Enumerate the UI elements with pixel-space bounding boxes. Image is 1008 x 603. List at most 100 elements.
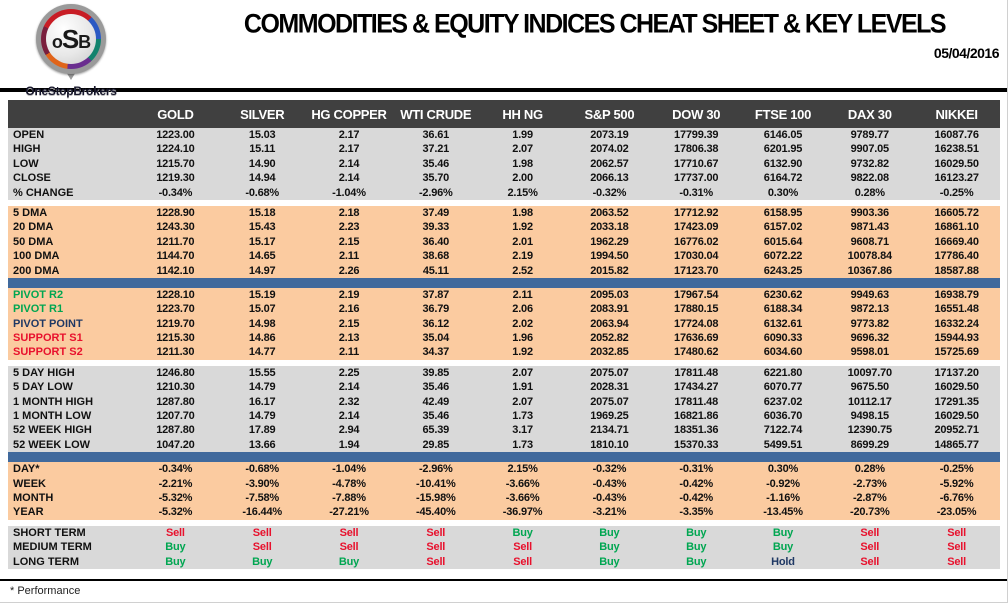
cell-value: -0.34% [158,463,193,476]
cell-value: 15.17 [248,235,276,248]
cell-value: 36.79 [422,303,450,316]
cell-value: 6070.77 [763,381,803,394]
cell-value: -36.97% [502,506,543,519]
cell-value: 17423.09 [674,221,719,234]
cell-value: -7.88% [332,491,366,504]
cell-value: 36.61 [422,129,450,141]
cell-value: 9903.36 [850,206,890,219]
row-label: PIVOT R2 [13,288,64,301]
cell-value: 2.13 [338,332,360,345]
cell-value: Sell [513,555,532,568]
row-label: PIVOT POINT [13,317,83,330]
cell-value: 2.15% [507,463,538,476]
cell-value: 2032.85 [590,346,629,359]
cell-value: 2015.82 [590,264,629,277]
table-row: 20 DMA 1243.30 15.43 2.23 39.33 1.92 2033.18 17… [8,220,1000,235]
cell-value: -0.43% [592,477,627,490]
cell-value: 2.11 [512,288,533,301]
cell-value: 9872.13 [850,303,890,316]
cell-value: -4.78% [332,477,366,490]
cell-value: 36.12 [422,317,450,330]
cell-value: 29.85 [422,438,450,451]
cell-value: 2063.94 [590,317,629,330]
column-header: GOLD [157,106,194,122]
cell-value: Buy [772,526,794,539]
cell-value: 16938.79 [934,288,979,301]
cell-value: 3.17 [512,424,533,437]
cell-value: Buy [165,541,186,554]
cell-value: 6090.33 [763,332,803,345]
cell-value: 16861.10 [934,221,979,234]
cell-value: 2134.71 [590,424,629,437]
cell-value: 35.46 [422,157,450,170]
cell-value: -0.32% [592,463,627,476]
cell-value: 20952.71 [934,424,979,437]
cell-value: 15.11 [249,143,276,156]
cell-value: 2.07 [512,366,533,379]
cell-value: 37.21 [422,143,450,156]
cell-value: 1211.30 [156,346,195,359]
cell-value: 37.49 [422,206,450,219]
cell-value: 6221.80 [763,366,803,379]
cell-value: -3.35% [679,506,714,519]
cell-value: 18587.88 [934,264,979,277]
cell-value: 2.18 [338,206,360,219]
cell-value: 2.23 [338,221,360,234]
cell-value: 1243.30 [156,221,195,234]
cell-value: 9498.15 [850,410,890,423]
cell-value: 14.77 [248,346,276,359]
cell-value: -0.92% [766,477,800,490]
cell-value: 0.30% [767,186,799,199]
table-row: PIVOT R2 1228.10 15.19 2.19 37.87 2.11 2095.03… [8,287,1000,303]
cell-value: 6132.61 [763,317,803,330]
cell-value: 1.92 [512,346,533,359]
cell-value: 1219.30 [156,172,195,185]
cell-value: -6.76% [939,491,974,504]
cell-value: 1.98 [512,157,533,170]
cell-value: 17434.27 [674,381,719,394]
table-row: SUPPORT S2 1211.30 14.77 2.11 34.37 1.92 2032.… [8,345,1000,360]
cell-value: 1144.70 [156,250,195,263]
cell-value: 17799.39 [674,129,719,141]
footnote: * Performance [10,584,81,597]
cell-value: 2.52 [512,264,533,277]
cell-value: 17811.48 [674,395,719,408]
cell-value: 5499.51 [763,438,803,451]
cell-value: 16.17 [248,395,276,408]
cell-value: 16669.40 [934,235,979,248]
row-label: OPEN [13,129,45,141]
cell-value: 0.28% [854,186,885,199]
cell-value: Buy [252,555,273,568]
cell-value: Buy [686,541,707,554]
table-row: PIVOT POINT 1219.70 14.98 2.15 36.12 2.02 2063… [8,316,1000,332]
cell-value: 1.73 [512,410,533,423]
cell-value: -0.25% [939,186,974,199]
cell-value: 17030.04 [674,250,719,263]
cell-value: 10097.70 [847,366,892,379]
cell-value: 36.40 [422,235,450,248]
cell-value: 2.19 [512,250,533,263]
table-row: MEDIUM TERM Buy Sell Sell Sell Sell Buy Buy Buy S… [8,540,1000,555]
report-date: 05/04/2016 [933,45,1000,61]
cell-value: 7122.74 [763,424,803,437]
section-performance: DAY* -0.34% -0.68% -1.04% -2.96% 2.15% -0.32% -… [8,462,1000,520]
cell-value: 1962.29 [590,235,629,248]
row-label: SUPPORT S1 [13,332,83,345]
cell-value: 14.97 [248,264,276,277]
cell-value: -1.16% [766,491,800,504]
row-label: 200 DMA [13,264,60,277]
cell-value: 9822.08 [850,172,890,185]
cell-value: 2075.07 [590,395,629,408]
cell-value: Buy [599,541,620,554]
cell-value: Buy [686,526,707,539]
cell-value: 1.98 [512,206,533,219]
cell-value: 2.15% [507,186,538,199]
cell-value: 9949.63 [850,288,890,301]
cell-value: -2.87% [852,491,887,504]
cell-value: 15.55 [248,366,276,379]
cell-value: 1215.30 [156,332,195,345]
row-label: 52 WEEK HIGH [13,424,92,437]
row-label: 20 DMA [13,221,54,234]
cell-value: 16029.50 [934,381,979,394]
cell-value: 6230.62 [763,288,803,301]
